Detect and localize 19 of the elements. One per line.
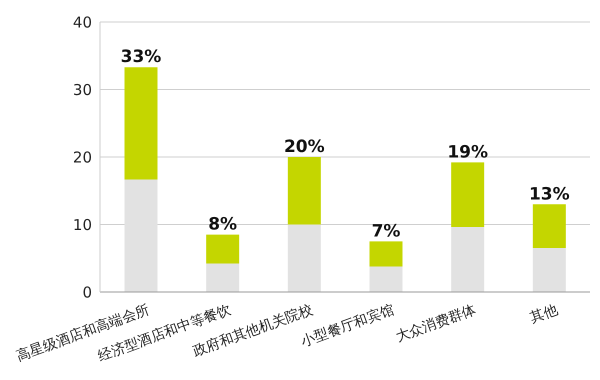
x-tick-label: 其他 (528, 302, 560, 326)
bar (206, 234, 240, 292)
bar (532, 204, 566, 292)
data-label: 13% (528, 184, 570, 204)
y-tick-label: 0 (82, 283, 92, 302)
data-label: 33% (120, 47, 162, 68)
y-tick-label: 10 (72, 216, 92, 234)
bar (451, 162, 484, 292)
bar (370, 241, 402, 292)
bar (288, 157, 321, 292)
x-tick-label: 大众消费群体 (394, 302, 478, 346)
data-label: 7% (372, 221, 400, 242)
data-label: 20% (284, 137, 325, 157)
data-label: 8% (208, 214, 238, 235)
data-label: 19% (447, 142, 488, 162)
bar (124, 67, 158, 292)
y-tick-label: 30 (72, 80, 92, 99)
y-tick-label: 40 (72, 13, 92, 32)
y-tick-label: 20 (72, 148, 92, 166)
